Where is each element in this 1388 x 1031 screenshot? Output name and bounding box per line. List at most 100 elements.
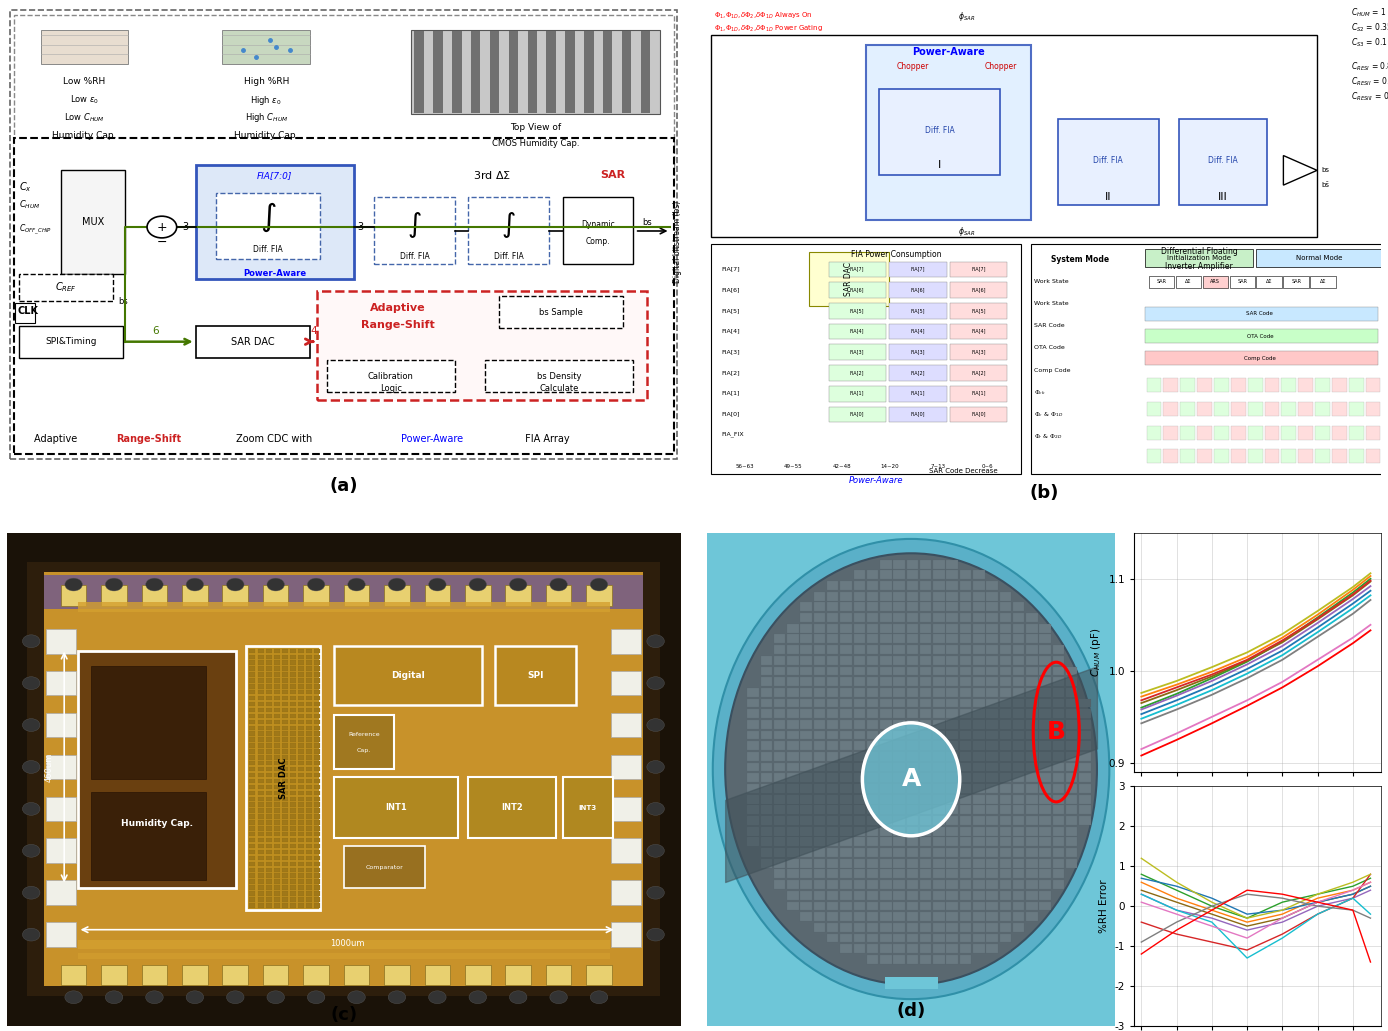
Bar [1013, 624, 1024, 633]
Bar [840, 581, 852, 590]
Bar [868, 634, 879, 643]
Bar [258, 702, 264, 706]
Bar [868, 720, 879, 729]
Bar [906, 677, 917, 686]
Bar [1066, 709, 1077, 718]
Text: FIA[7]: FIA[7] [972, 266, 985, 271]
Bar [265, 685, 272, 689]
Bar [250, 808, 255, 812]
Bar [854, 869, 865, 878]
Bar [973, 720, 984, 729]
Bar [1332, 426, 1346, 439]
Bar [258, 891, 264, 896]
Bar [973, 752, 984, 761]
FancyBboxPatch shape [14, 138, 673, 454]
Bar [894, 720, 905, 729]
Bar [854, 688, 865, 697]
Text: INT3: INT3 [579, 805, 597, 811]
Bar [305, 903, 312, 907]
Bar [890, 262, 947, 277]
Bar [933, 624, 945, 633]
FancyBboxPatch shape [468, 198, 550, 264]
Bar [265, 755, 272, 760]
Bar [947, 602, 958, 611]
Bar [298, 826, 304, 831]
Bar [273, 737, 280, 742]
Bar [290, 832, 296, 836]
Bar [933, 912, 945, 921]
Bar [775, 805, 786, 814]
Bar [813, 688, 826, 697]
Bar [425, 965, 450, 986]
Bar [973, 666, 984, 675]
Bar [890, 344, 947, 360]
Bar [305, 850, 312, 855]
Bar [868, 763, 879, 771]
Bar [880, 709, 891, 718]
Bar [999, 677, 1010, 686]
FancyBboxPatch shape [78, 652, 236, 888]
Bar [305, 685, 312, 689]
Bar [854, 624, 865, 633]
Bar [999, 752, 1010, 761]
Bar [973, 613, 984, 622]
Bar [987, 923, 998, 932]
Circle shape [22, 761, 40, 773]
Bar [827, 901, 838, 910]
Bar [933, 784, 945, 793]
Bar [894, 570, 905, 579]
Bar [840, 699, 852, 707]
Circle shape [186, 991, 204, 1003]
Text: 3: 3 [358, 222, 364, 232]
Bar [949, 282, 1008, 298]
Bar [947, 570, 958, 579]
Bar [920, 624, 931, 633]
FancyBboxPatch shape [711, 244, 1020, 473]
Bar [1180, 426, 1195, 439]
Bar [452, 31, 462, 112]
Bar [273, 702, 280, 706]
Bar [827, 645, 838, 654]
Bar [933, 581, 945, 590]
Bar [827, 613, 838, 622]
Bar [933, 955, 945, 964]
Bar [1040, 752, 1051, 761]
Bar [747, 827, 759, 835]
Bar [273, 750, 280, 754]
Bar [1349, 402, 1363, 415]
FancyBboxPatch shape [562, 198, 633, 264]
Bar [314, 773, 321, 777]
Bar [920, 912, 931, 921]
Bar [894, 709, 905, 718]
Bar [282, 897, 287, 901]
Bar [1281, 378, 1296, 392]
Bar [920, 849, 931, 857]
Bar [282, 862, 287, 866]
Bar [258, 672, 264, 676]
Y-axis label: %RH Error: %RH Error [1099, 879, 1109, 933]
Bar [959, 741, 972, 751]
Bar [840, 592, 852, 600]
Bar [265, 808, 272, 812]
Bar [1366, 450, 1381, 463]
Bar [894, 805, 905, 814]
Bar [890, 365, 947, 380]
Bar [1013, 720, 1024, 729]
Bar [290, 672, 296, 676]
Bar [959, 891, 972, 900]
Bar [282, 879, 287, 884]
Bar [273, 832, 280, 836]
Bar [282, 737, 287, 742]
Bar [761, 805, 772, 814]
Bar [1198, 426, 1212, 439]
Bar [1298, 402, 1313, 415]
Bar [290, 838, 296, 842]
FancyBboxPatch shape [10, 10, 677, 459]
Bar [290, 648, 296, 653]
Bar [920, 634, 931, 643]
Bar [906, 891, 917, 900]
Bar [305, 678, 312, 683]
Bar [258, 678, 264, 683]
Bar [258, 821, 264, 825]
Bar [290, 862, 296, 866]
